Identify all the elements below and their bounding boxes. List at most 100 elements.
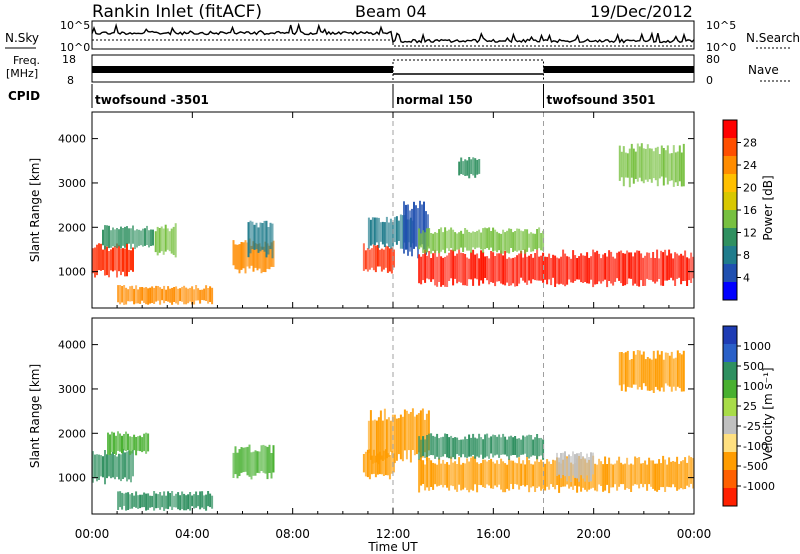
- echo-strip: [157, 494, 160, 508]
- echo-strip: [570, 258, 573, 283]
- echo-strip: [409, 210, 411, 252]
- echo-strip: [488, 227, 491, 250]
- echo-strip: [159, 492, 162, 510]
- echo-strip: [576, 453, 578, 479]
- echo-strip: [604, 253, 607, 280]
- echo-strip: [133, 495, 136, 507]
- echo-strip: [175, 493, 178, 508]
- echo-strip: [129, 494, 132, 509]
- ytick-label: 4000: [58, 133, 86, 146]
- echo-strip: [690, 252, 693, 283]
- echo-strip: [169, 288, 172, 303]
- echo-strip: [628, 464, 631, 489]
- echo-strip: [271, 223, 274, 259]
- echo-strip: [512, 232, 515, 252]
- echo-strip: [115, 435, 117, 455]
- echo-strip: [620, 462, 623, 485]
- echo-strip: [572, 250, 575, 283]
- echo-strip: [150, 229, 152, 246]
- echo-strip: [432, 253, 435, 280]
- echo-strip: [476, 438, 479, 457]
- echo-strip: [656, 350, 659, 390]
- echo-strip: [682, 350, 685, 392]
- echo-strip: [498, 434, 501, 458]
- echo-strip: [618, 352, 621, 386]
- echo-strip: [152, 229, 154, 246]
- echo-strip: [674, 357, 677, 391]
- echo-strip: [670, 153, 673, 181]
- echo-strip: [193, 289, 196, 305]
- echo-strip: [262, 246, 265, 272]
- echo-strip: [494, 463, 497, 486]
- echo-strip: [189, 287, 192, 302]
- echo-strip: [134, 230, 136, 250]
- echo-strip: [181, 491, 184, 510]
- echo-strip: [682, 143, 685, 187]
- echo-strip: [399, 214, 402, 249]
- echo-strip: [391, 414, 394, 453]
- echo-strip: [488, 258, 491, 285]
- echo-strip: [211, 495, 214, 509]
- echo-strip: [140, 230, 142, 246]
- echo-strip: [672, 358, 675, 387]
- echo-strip: [610, 251, 613, 284]
- echo-strip: [392, 249, 395, 268]
- echo-strip: [173, 495, 176, 508]
- nsearch-tick-high: 10^5: [706, 19, 736, 32]
- echo-strip: [666, 145, 669, 185]
- ytick-label: 4000: [58, 339, 86, 352]
- echo-strip: [130, 451, 132, 483]
- echo-strip: [516, 228, 519, 252]
- echo-strip: [646, 357, 649, 391]
- echo-strip: [391, 222, 394, 247]
- echo-strip: [626, 153, 629, 178]
- echo-strip: [249, 220, 252, 254]
- echo-strip: [452, 462, 455, 487]
- echo-strip: [155, 285, 158, 302]
- echo-strip: [652, 350, 655, 393]
- echo-strip: [382, 249, 385, 270]
- echo-strip: [119, 285, 122, 305]
- echo-strip: [135, 285, 138, 304]
- echo-strip: [498, 253, 501, 282]
- echo-strip: [142, 228, 144, 247]
- echo-strip: [682, 255, 685, 281]
- echo-strip: [116, 243, 118, 278]
- echo-strip: [181, 286, 184, 302]
- echo-strip: [480, 463, 483, 486]
- echo-strip: [376, 245, 379, 267]
- echo-strip: [149, 287, 152, 304]
- echo-strip: [422, 254, 425, 281]
- echo-strip: [516, 255, 519, 287]
- echo-strip: [460, 252, 463, 283]
- echo-strip: [650, 148, 653, 183]
- echo-strip: [407, 413, 410, 451]
- echo-strip: [680, 354, 683, 392]
- echo-strip: [464, 436, 467, 458]
- echo-strip: [250, 452, 253, 480]
- echo-strip: [371, 420, 374, 464]
- echo-strip: [370, 455, 373, 475]
- echo-strip: [598, 458, 601, 485]
- echo-strip: [137, 436, 140, 451]
- nsky-panel: [91, 20, 695, 50]
- colorbar-tick-label: 24: [743, 159, 757, 172]
- echo-strip: [373, 419, 376, 463]
- echo-strip: [644, 255, 647, 286]
- echo-strip: [98, 454, 100, 480]
- echo-strip: [147, 493, 150, 510]
- nsearch-tick-low: 10^0: [706, 41, 736, 54]
- echo-strip: [164, 224, 167, 252]
- echo-strip: [432, 462, 435, 490]
- echo-strip: [486, 228, 489, 248]
- echo-strip: [674, 152, 677, 183]
- echo-strip: [460, 439, 463, 458]
- echo-strip: [158, 228, 161, 253]
- echo-strip: [401, 416, 404, 462]
- echo-strip: [654, 147, 657, 181]
- echo-strip: [654, 258, 657, 284]
- echo-strip: [490, 436, 493, 454]
- echo-strip: [562, 249, 565, 285]
- echo-strip: [540, 437, 543, 456]
- echo-strip: [104, 225, 106, 250]
